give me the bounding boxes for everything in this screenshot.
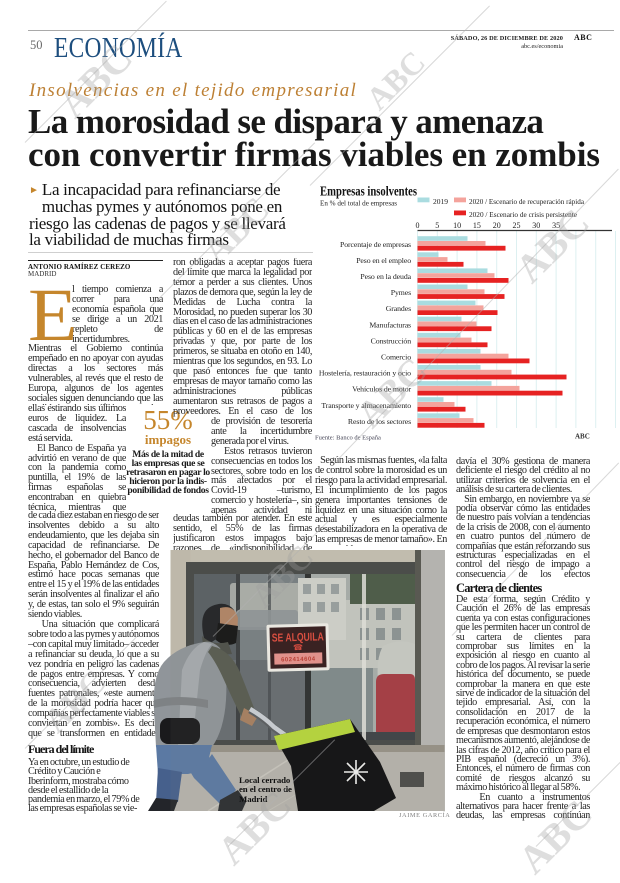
svg-text:En % del total de empresas: En % del total de empresas <box>320 199 397 208</box>
svg-text:25: 25 <box>513 221 521 230</box>
svg-text:Empresas insolventes: Empresas insolventes <box>320 184 417 199</box>
svg-text:30: 30 <box>532 221 540 230</box>
svg-text:2020 / Escenario de recuperaci: 2020 / Escenario de recuperación rápida <box>469 197 585 206</box>
svg-text:10: 10 <box>453 221 461 230</box>
svg-text:2020 / Escenario de crisis per: 2020 / Escenario de crisis persistente <box>469 210 578 219</box>
svg-text:Fuente: Banco de España: Fuente: Banco de España <box>315 435 381 442</box>
svg-text:Peso en el empleo: Peso en el empleo <box>356 256 411 265</box>
svg-text:20: 20 <box>493 221 501 230</box>
svg-text:602414604: 602414604 <box>281 657 316 664</box>
svg-text:Pymes: Pymes <box>391 288 411 297</box>
svg-text:0: 0 <box>416 221 420 230</box>
svg-text:Hostelería, restauración y oci: Hostelería, restauración y ocio <box>319 369 411 378</box>
svg-text:15: 15 <box>473 221 481 230</box>
svg-text:Vehículos de motor: Vehículos de motor <box>352 385 411 394</box>
svg-text:2019: 2019 <box>433 197 448 206</box>
svg-text:35: 35 <box>552 221 560 230</box>
svg-text:Construcción: Construcción <box>371 336 412 345</box>
svg-text:Grandes: Grandes <box>386 304 411 313</box>
svg-text:5: 5 <box>435 221 439 230</box>
svg-text:ABC: ABC <box>575 433 590 441</box>
svg-text:Transporte y almacenamiento: Transporte y almacenamiento <box>321 401 411 410</box>
svg-text:Manufacturas: Manufacturas <box>369 320 411 329</box>
svg-text:Resto de los sectores: Resto de los sectores <box>348 417 411 426</box>
svg-text:☎: ☎ <box>293 643 303 652</box>
svg-text:Comercio: Comercio <box>381 353 411 362</box>
svg-text:Porcentaje de empresas: Porcentaje de empresas <box>340 240 411 249</box>
svg-text:Peso en la deuda: Peso en la deuda <box>360 272 411 281</box>
svg-text:SE ALQUILA: SE ALQUILA <box>272 631 324 644</box>
